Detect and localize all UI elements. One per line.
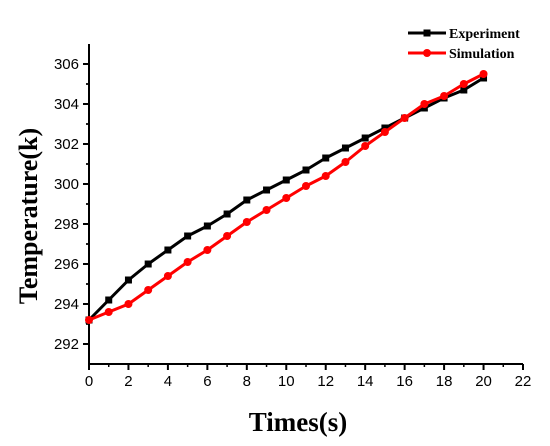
data-point xyxy=(144,286,153,294)
data-point xyxy=(183,258,192,266)
legend-label-experiment: Experiment xyxy=(449,27,520,42)
data-point xyxy=(460,86,468,94)
y-tick-label: 294 xyxy=(54,296,79,313)
series-layer xyxy=(85,70,488,324)
x-tick-label: 8 xyxy=(243,373,251,390)
data-point xyxy=(242,218,251,226)
data-point xyxy=(203,246,212,254)
series-simulation xyxy=(85,70,488,324)
x-tick-label: 10 xyxy=(278,373,295,390)
y-axis-title: Temperature(k) xyxy=(14,128,43,304)
x-axis-ticks: 0 2 4 6 8 10 12 14 16 18 20 22 xyxy=(85,364,532,390)
x-tick-label: 4 xyxy=(164,373,172,390)
legend-marker-simulation xyxy=(423,49,431,57)
data-point xyxy=(105,296,113,304)
data-point xyxy=(479,70,488,78)
data-point xyxy=(282,176,290,184)
data-point xyxy=(262,206,271,214)
data-point xyxy=(341,158,350,166)
legend-marker-experiment xyxy=(423,29,431,37)
y-tick-label: 296 xyxy=(54,256,79,273)
data-point xyxy=(104,308,113,316)
data-point xyxy=(459,80,468,88)
y-tick-label: 300 xyxy=(54,176,79,193)
data-point xyxy=(440,92,449,100)
legend-label-simulation: Simulation xyxy=(449,47,515,62)
data-point xyxy=(203,222,211,230)
data-point xyxy=(184,232,192,240)
x-tick-label: 6 xyxy=(203,373,211,390)
data-point xyxy=(321,172,330,180)
x-tick-label: 18 xyxy=(436,373,453,390)
data-point xyxy=(124,276,132,284)
data-point xyxy=(163,272,172,280)
data-point xyxy=(85,316,93,324)
x-tick-label: 0 xyxy=(85,373,93,390)
x-tick-label: 12 xyxy=(317,373,334,390)
data-point xyxy=(124,300,133,308)
x-tick-label: 20 xyxy=(475,373,492,390)
x-tick-label: 22 xyxy=(515,373,532,390)
x-axis-title: Times(s) xyxy=(249,407,348,437)
y-tick-label: 302 xyxy=(54,136,79,153)
data-point xyxy=(282,194,291,202)
data-point xyxy=(302,182,310,190)
y-tick-label: 306 xyxy=(54,56,79,73)
y-tick-label: 292 xyxy=(54,336,79,353)
data-point xyxy=(361,142,370,150)
y-tick-label: 304 xyxy=(54,96,79,113)
data-point xyxy=(361,134,369,142)
data-point xyxy=(243,196,251,204)
x-tick-label: 2 xyxy=(124,373,132,390)
data-point xyxy=(322,154,330,162)
data-point xyxy=(420,100,429,108)
legend: Experiment Simulation xyxy=(408,27,520,62)
data-point xyxy=(341,144,349,152)
data-point xyxy=(302,166,310,174)
data-point xyxy=(400,114,409,122)
y-axis-ticks: 292 294 296 298 300 302 304 306 xyxy=(54,56,89,353)
data-point xyxy=(223,232,232,240)
y-tick-label: 298 xyxy=(54,216,79,233)
x-tick-label: 14 xyxy=(357,373,374,390)
data-point xyxy=(380,128,389,136)
data-point xyxy=(263,186,271,194)
x-tick-label: 16 xyxy=(396,373,413,390)
data-point xyxy=(164,246,172,254)
data-point xyxy=(144,260,152,268)
data-point xyxy=(223,210,231,218)
